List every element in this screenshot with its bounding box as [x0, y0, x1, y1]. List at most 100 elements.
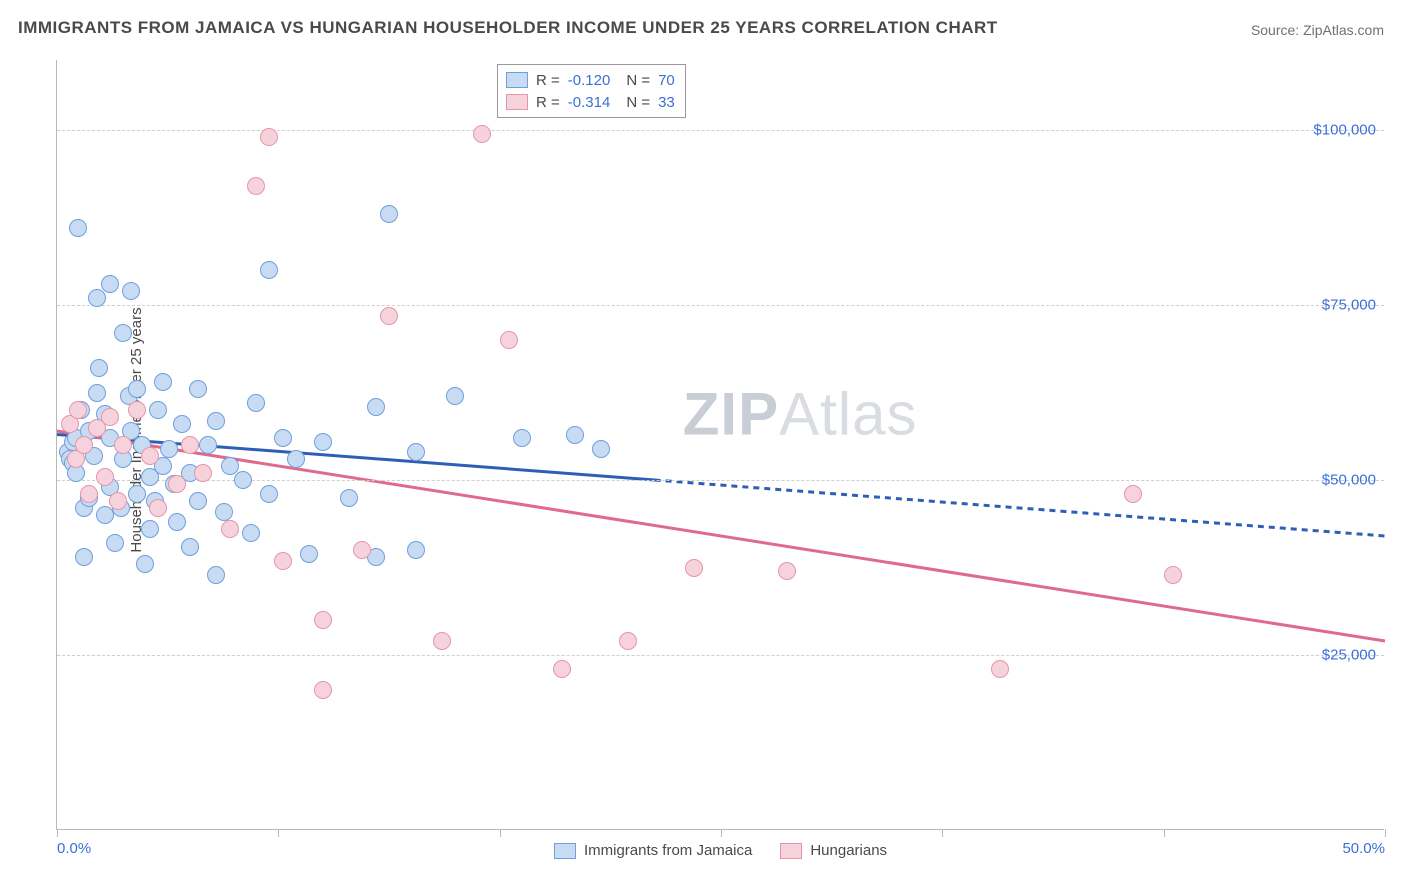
scatter-point [96, 468, 114, 486]
source-label: Source: ZipAtlas.com [1251, 22, 1384, 38]
legend-item-1: Immigrants from Jamaica [554, 842, 752, 859]
stat-label: N = [626, 94, 650, 111]
scatter-point [101, 275, 119, 293]
scatter-point [128, 380, 146, 398]
scatter-point [314, 433, 332, 451]
scatter-point [181, 538, 199, 556]
chart-title: IMMIGRANTS FROM JAMAICA VS HUNGARIAN HOU… [18, 18, 998, 38]
legend-stats-row-1: R = -0.120 N = 70 [506, 69, 675, 91]
scatter-point [500, 331, 518, 349]
scatter-point [122, 282, 140, 300]
scatter-point [168, 475, 186, 493]
r-value-2: -0.314 [568, 94, 611, 111]
scatter-point [247, 177, 265, 195]
x-tick [57, 829, 58, 837]
regression-lines [57, 60, 1384, 829]
scatter-point [685, 559, 703, 577]
scatter-point [114, 324, 132, 342]
scatter-point [80, 485, 98, 503]
scatter-point [247, 394, 265, 412]
scatter-point [136, 555, 154, 573]
x-tick [1385, 829, 1386, 837]
scatter-point [69, 219, 87, 237]
scatter-point [242, 524, 260, 542]
scatter-point [114, 436, 132, 454]
scatter-point [189, 492, 207, 510]
x-tick [500, 829, 501, 837]
scatter-point [314, 681, 332, 699]
legend-label-1: Immigrants from Jamaica [584, 842, 752, 859]
scatter-point [300, 545, 318, 563]
scatter-point [109, 492, 127, 510]
scatter-point [221, 520, 239, 538]
swatch-series-1 [554, 843, 576, 859]
scatter-point [149, 499, 167, 517]
scatter-point [353, 541, 371, 559]
scatter-point [314, 611, 332, 629]
scatter-point [215, 503, 233, 521]
watermark: ZIPAtlas [683, 379, 918, 448]
legend-stats-row-2: R = -0.314 N = 33 [506, 91, 675, 113]
scatter-point [553, 660, 571, 678]
scatter-point [141, 447, 159, 465]
y-tick-label: $50,000 [1322, 472, 1376, 489]
scatter-point [88, 289, 106, 307]
legend-item-2: Hungarians [780, 842, 887, 859]
r-value-1: -0.120 [568, 72, 611, 89]
x-tick-label-right: 50.0% [1342, 840, 1385, 857]
stat-label: R = [536, 94, 560, 111]
scatter-point [380, 205, 398, 223]
scatter-point [433, 632, 451, 650]
scatter-point [778, 562, 796, 580]
scatter-point [234, 471, 252, 489]
scatter-point [260, 485, 278, 503]
scatter-point [407, 443, 425, 461]
scatter-point [260, 261, 278, 279]
scatter-point [1164, 566, 1182, 584]
stat-label: N = [626, 72, 650, 89]
n-value-2: 33 [658, 94, 675, 111]
y-tick-label: $75,000 [1322, 297, 1376, 314]
scatter-point [566, 426, 584, 444]
scatter-point [128, 401, 146, 419]
plot-area: ZIPAtlas R = -0.120 N = 70 R = -0.314 N … [56, 60, 1384, 830]
scatter-point [1124, 485, 1142, 503]
x-tick [278, 829, 279, 837]
scatter-point [75, 436, 93, 454]
scatter-point [407, 541, 425, 559]
stat-label: R = [536, 72, 560, 89]
scatter-point [154, 373, 172, 391]
scatter-point [274, 429, 292, 447]
n-value-1: 70 [658, 72, 675, 89]
scatter-point [446, 387, 464, 405]
scatter-point [592, 440, 610, 458]
scatter-point [367, 398, 385, 416]
scatter-point [207, 566, 225, 584]
gridline [57, 655, 1384, 656]
swatch-series-1 [506, 72, 528, 88]
scatter-point [619, 632, 637, 650]
legend-label-2: Hungarians [810, 842, 887, 859]
scatter-point [149, 401, 167, 419]
scatter-point [128, 485, 146, 503]
scatter-point [101, 408, 119, 426]
x-tick [721, 829, 722, 837]
scatter-point [160, 440, 178, 458]
scatter-point [199, 436, 217, 454]
scatter-point [173, 415, 191, 433]
swatch-series-2 [506, 94, 528, 110]
x-tick-label-left: 0.0% [57, 840, 91, 857]
scatter-point [380, 307, 398, 325]
watermark-bold: ZIP [683, 380, 779, 447]
scatter-point [168, 513, 186, 531]
gridline [57, 305, 1384, 306]
scatter-point [141, 520, 159, 538]
scatter-point [340, 489, 358, 507]
legend-bottom: Immigrants from Jamaica Hungarians [57, 842, 1384, 859]
watermark-rest: Atlas [779, 380, 917, 447]
scatter-point [88, 384, 106, 402]
scatter-point [287, 450, 305, 468]
scatter-point [991, 660, 1009, 678]
scatter-point [260, 128, 278, 146]
scatter-point [194, 464, 212, 482]
